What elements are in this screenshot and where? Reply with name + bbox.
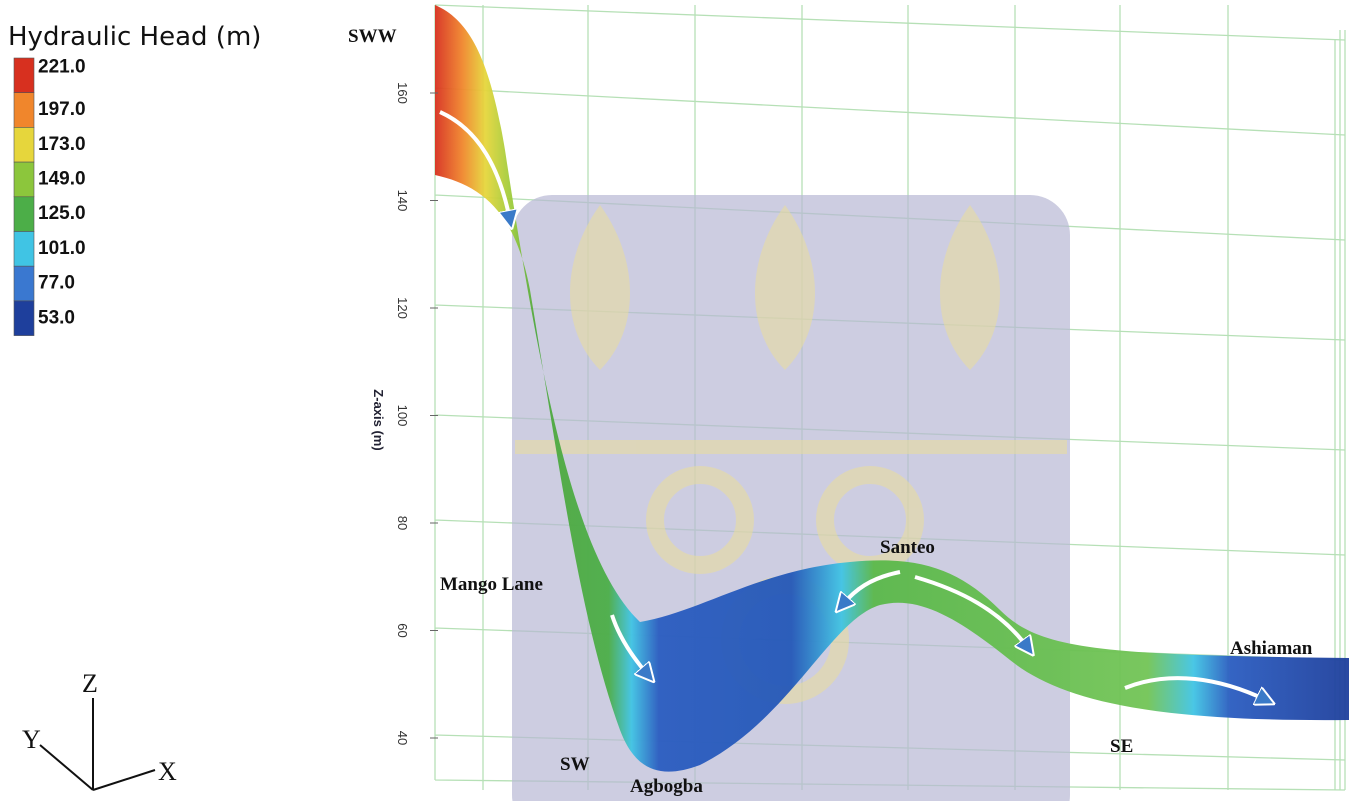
triad-label: Z [82,669,98,698]
legend-swatch [13,231,35,267]
place-label: Santeo [880,537,935,558]
z-tick-label: 80 [395,516,410,530]
z-tick-label: 40 [395,731,410,745]
flow-arrows [439,110,1266,700]
z-tick-label: 160 [395,82,410,104]
place-label: Mango Lane [440,574,543,595]
legend-label: 173.0 [38,134,86,155]
legend-label: 221.0 [38,56,86,77]
legend-label: 53.0 [38,307,75,328]
triad-label: X [158,757,177,786]
place-label: Agbogba [630,776,703,797]
legend-swatch [13,265,35,302]
place-label: SE [1110,736,1133,757]
legend-swatch [13,300,35,336]
z-tick-label: 120 [395,297,410,319]
legend-swatch [13,127,35,163]
z-tick-label: 140 [395,190,410,212]
place-label: SWW [348,26,397,47]
legend-label: 77.0 [38,273,75,294]
legend-label: 197.0 [38,99,86,120]
legend-label: 101.0 [38,238,86,259]
place-label: Ashiaman [1230,638,1313,659]
places: SWW Mango Lane SW Agbogba Santeo SE Ashi… [348,26,1313,797]
legend: Hydraulic Head (m) 221.0 197.0 173.0 149.0 1… [8,22,261,336]
legend-swatch [13,161,35,198]
legend-swatch [13,92,35,128]
place-label: SW [560,754,590,775]
legend-label: 149.0 [38,168,86,189]
legend-label: 125.0 [38,203,86,224]
triad-label: Y [22,725,41,754]
z-axis: Z-axis (m) 160 140 120 100 80 60 40 [371,82,438,745]
legend-title: Hydraulic Head (m) [8,22,261,52]
legend-swatch [13,196,35,232]
legend-swatch [13,57,35,94]
z-tick-label: 100 [395,405,410,427]
z-tick-label: 60 [395,623,410,637]
z-axis-label: Z-axis (m) [371,389,386,450]
axis-triad: Z Y X [22,669,177,791]
